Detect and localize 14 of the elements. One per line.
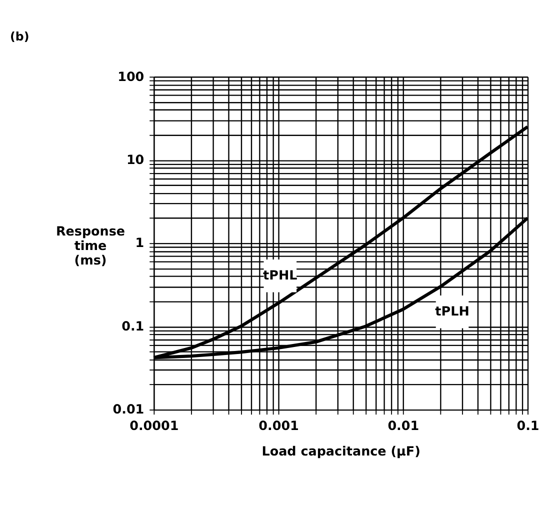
y-tick-label: 0.01 [112,402,144,418]
y-axis-title: Response time (ms) [56,224,126,269]
x-tick-label: 0.0001 [130,419,179,434]
y-tick-label: 10 [126,153,144,168]
y-tick-label: 0.1 [122,319,144,334]
x-tick-label: 0.01 [388,419,420,434]
y-tick-label: 100 [118,70,144,85]
x-tick-label: 0.1 [516,419,540,434]
y-tick-label: 1 [135,236,144,252]
text: (b) [10,29,30,44]
series-label: tPHL [263,268,298,284]
x-axis-title: Load capacitance (μF) [262,444,420,460]
series-label: tPLH [435,304,470,320]
x-tick-label: 0.001 [258,419,299,434]
